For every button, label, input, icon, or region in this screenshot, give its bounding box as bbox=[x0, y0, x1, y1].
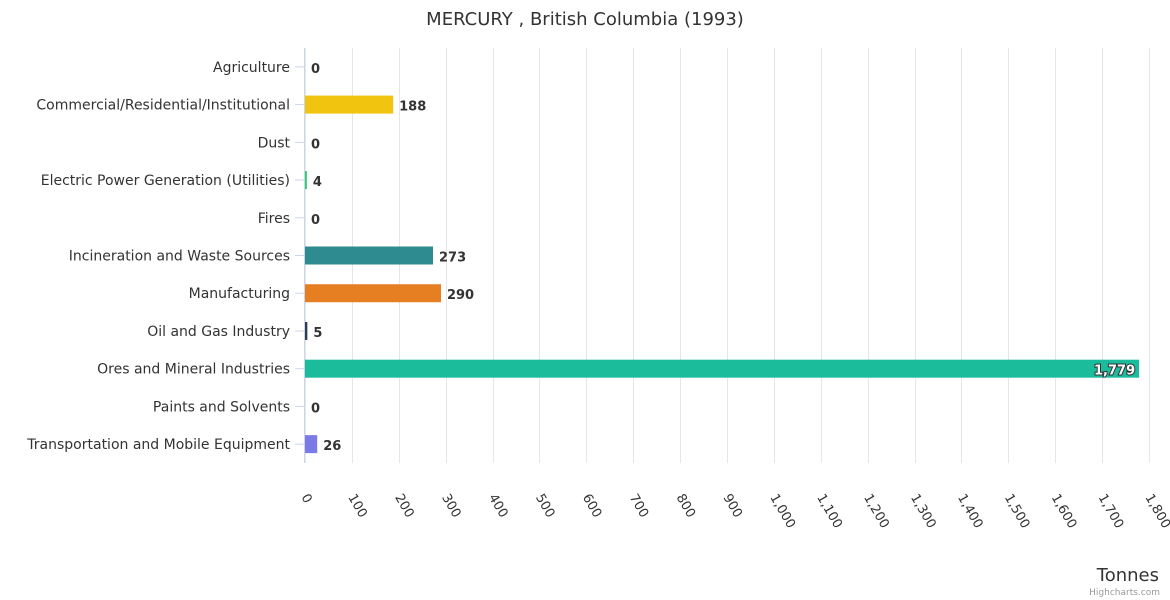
data-label: 4 bbox=[313, 175, 322, 190]
data-label: 0 bbox=[311, 401, 320, 416]
category-label: Commercial/Residential/Institutional bbox=[36, 98, 290, 114]
category-label: Electric Power Generation (Utilities) bbox=[41, 173, 290, 189]
category-label: Transportation and Mobile Equipment bbox=[26, 437, 290, 453]
category-label: Ores and Mineral Industries bbox=[97, 362, 290, 378]
category-label: Manufacturing bbox=[189, 286, 290, 302]
data-label: 188 bbox=[399, 100, 426, 115]
category-label: Incineration and Waste Sources bbox=[69, 249, 290, 265]
value-axis-title: Tonnes bbox=[1096, 565, 1159, 586]
data-label: 290 bbox=[447, 288, 474, 303]
category-label: Dust bbox=[258, 135, 291, 151]
bar[interactable] bbox=[305, 246, 434, 265]
data-label: 0 bbox=[311, 137, 320, 152]
bar[interactable] bbox=[305, 435, 318, 454]
category-label: Paints and Solvents bbox=[153, 399, 290, 415]
data-label: 0 bbox=[311, 213, 320, 228]
data-label: 0 bbox=[311, 62, 320, 77]
bar[interactable] bbox=[305, 284, 441, 303]
data-labels: 0 188 0 4 0 273 290 5 1,779 0 26 bbox=[311, 62, 1136, 454]
data-label: 26 bbox=[323, 439, 341, 454]
data-label: 1,779 bbox=[1094, 364, 1135, 379]
category-label: Agriculture bbox=[213, 60, 290, 76]
category-label: Fires bbox=[258, 211, 290, 227]
data-label: 5 bbox=[313, 326, 322, 341]
category-labels: Agriculture Commercial/Residential/Instit… bbox=[26, 60, 290, 453]
bar[interactable] bbox=[305, 321, 308, 340]
bar[interactable] bbox=[305, 171, 307, 190]
bar[interactable] bbox=[305, 95, 394, 114]
bars bbox=[305, 95, 1140, 454]
chart-title: MERCURY , British Columbia (1993) bbox=[426, 9, 744, 30]
credits-link[interactable]: Highcharts.com bbox=[1089, 588, 1160, 598]
grid-lines bbox=[295, 48, 1150, 463]
category-label: Oil and Gas Industry bbox=[147, 324, 290, 340]
data-label: 273 bbox=[439, 251, 466, 266]
bar[interactable] bbox=[305, 359, 1140, 378]
